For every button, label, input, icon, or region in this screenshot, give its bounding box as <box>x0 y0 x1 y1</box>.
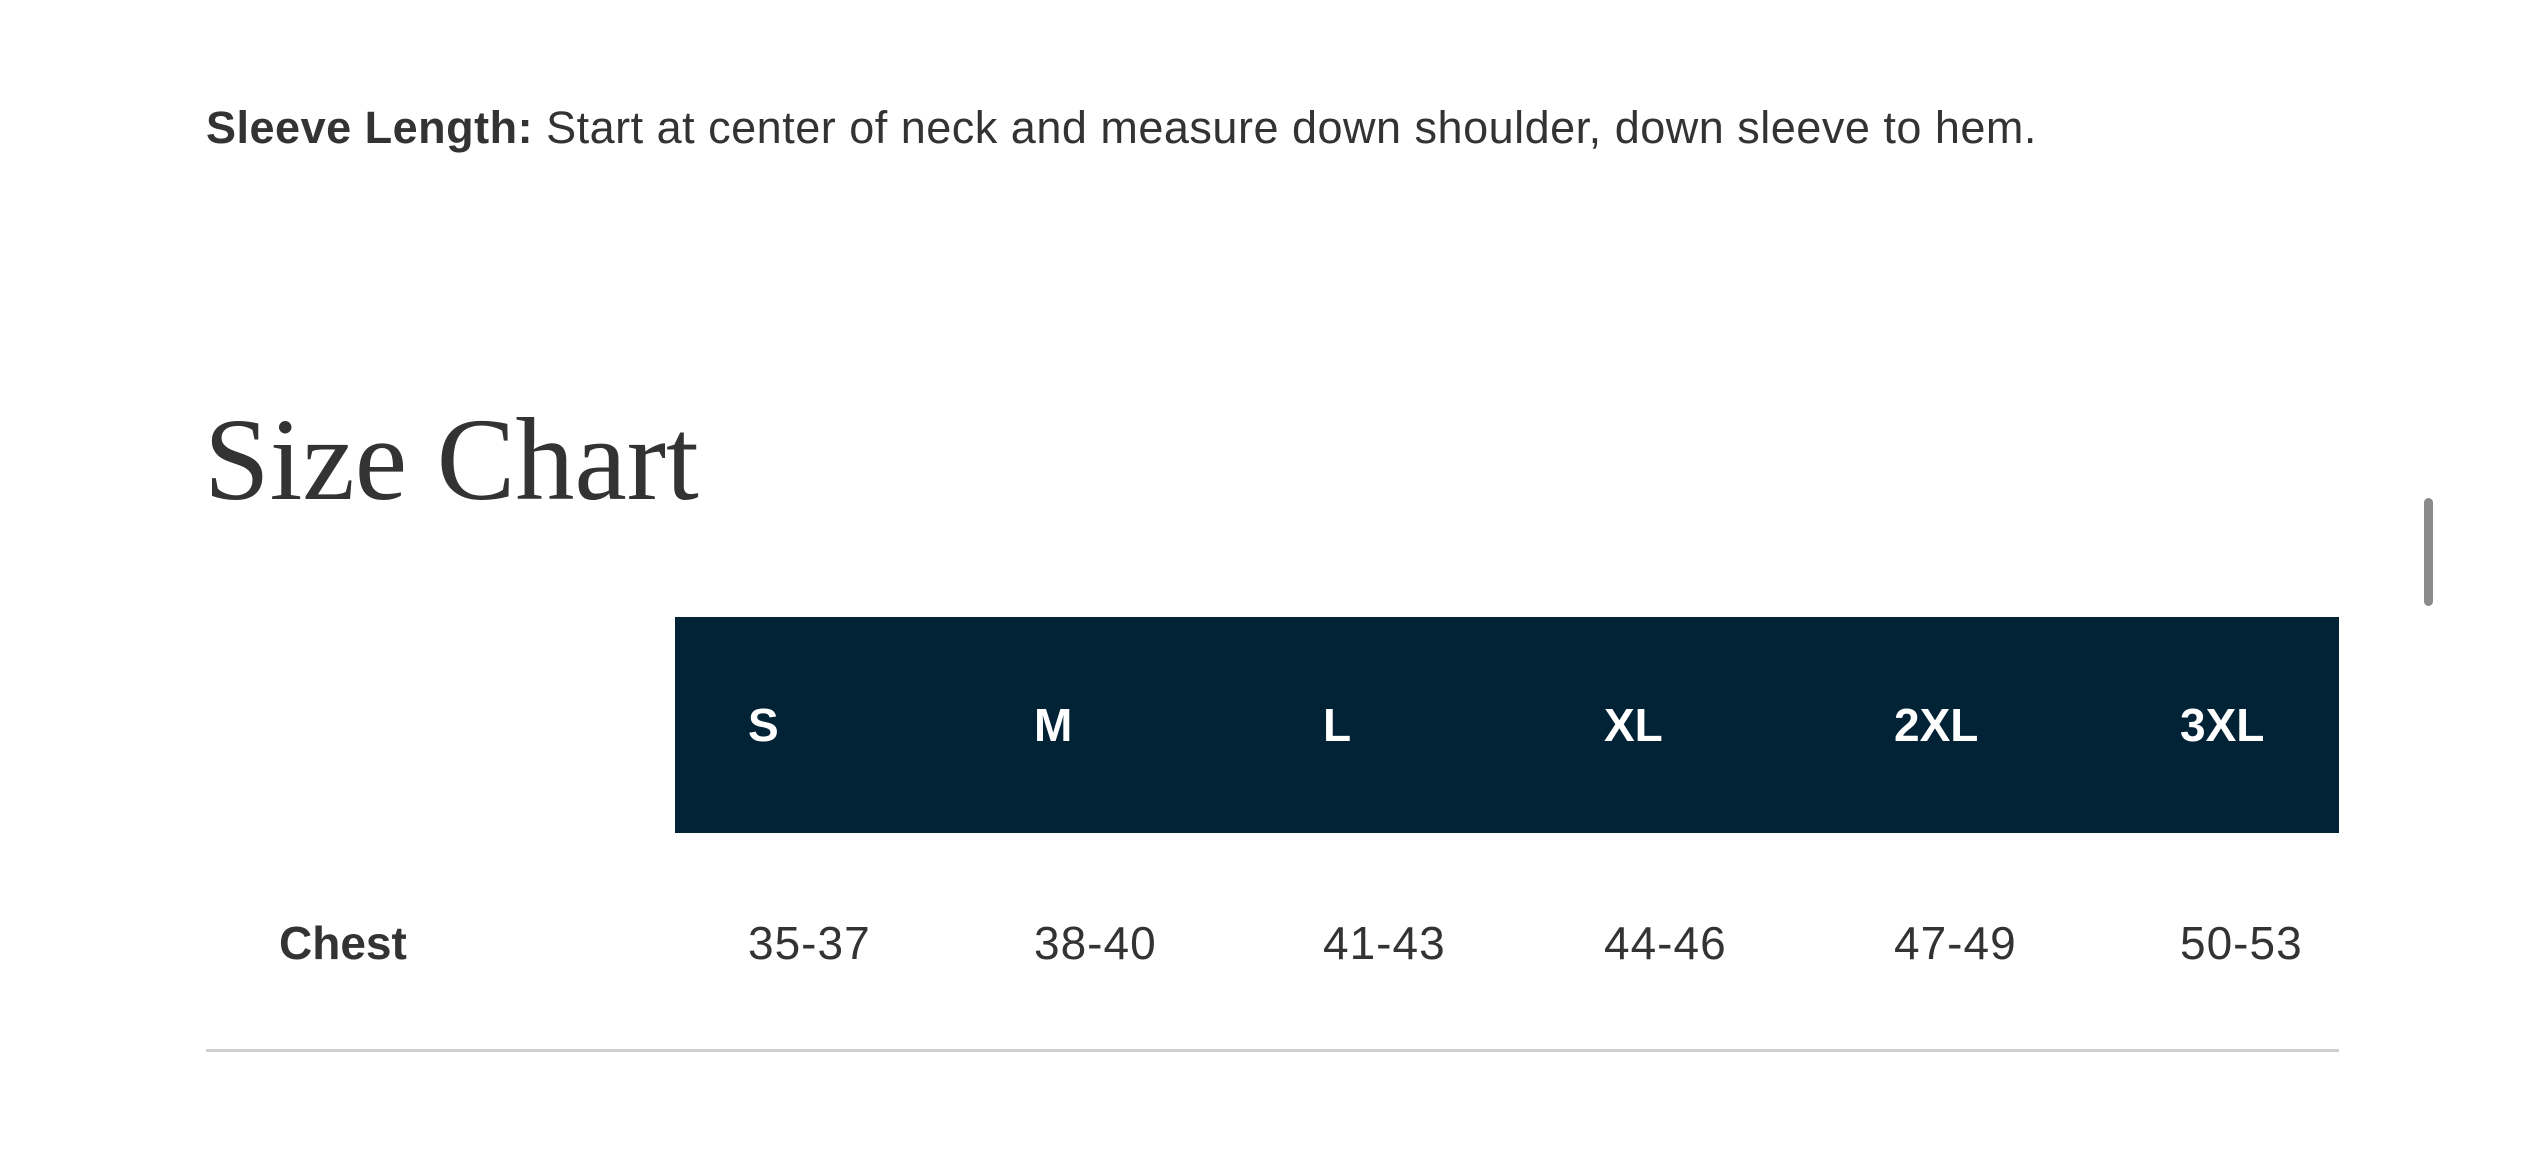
row-divider <box>206 1049 2339 1052</box>
size-table-header: S M L XL 2XL 3XL <box>675 617 2339 833</box>
scrollbar[interactable] <box>2424 498 2433 606</box>
cell-chest-s: 35-37 <box>748 917 871 969</box>
cell-chest-xl: 44-46 <box>1604 917 1727 969</box>
header-3xl: 3XL <box>2180 699 2265 751</box>
header-2xl: 2XL <box>1894 699 1979 751</box>
cell-chest-3xl: 50-53 <box>2180 917 2303 969</box>
header-xl: XL <box>1604 699 1663 751</box>
note-text: Start at center of neck and measure down… <box>533 102 2037 153</box>
page-title: Size Chart <box>204 394 699 525</box>
cell-chest-m: 38-40 <box>1034 917 1157 969</box>
header-l: L <box>1323 699 1352 751</box>
row-label-chest: Chest <box>279 917 407 969</box>
sleeve-length-note: Sleeve Length: Start at center of neck a… <box>206 98 2037 158</box>
note-label: Sleeve Length: <box>206 102 534 153</box>
cell-chest-l: 41-43 <box>1323 917 1446 969</box>
header-m: M <box>1034 699 1073 751</box>
header-s: S <box>748 699 779 751</box>
cell-chest-2xl: 47-49 <box>1894 917 2017 969</box>
